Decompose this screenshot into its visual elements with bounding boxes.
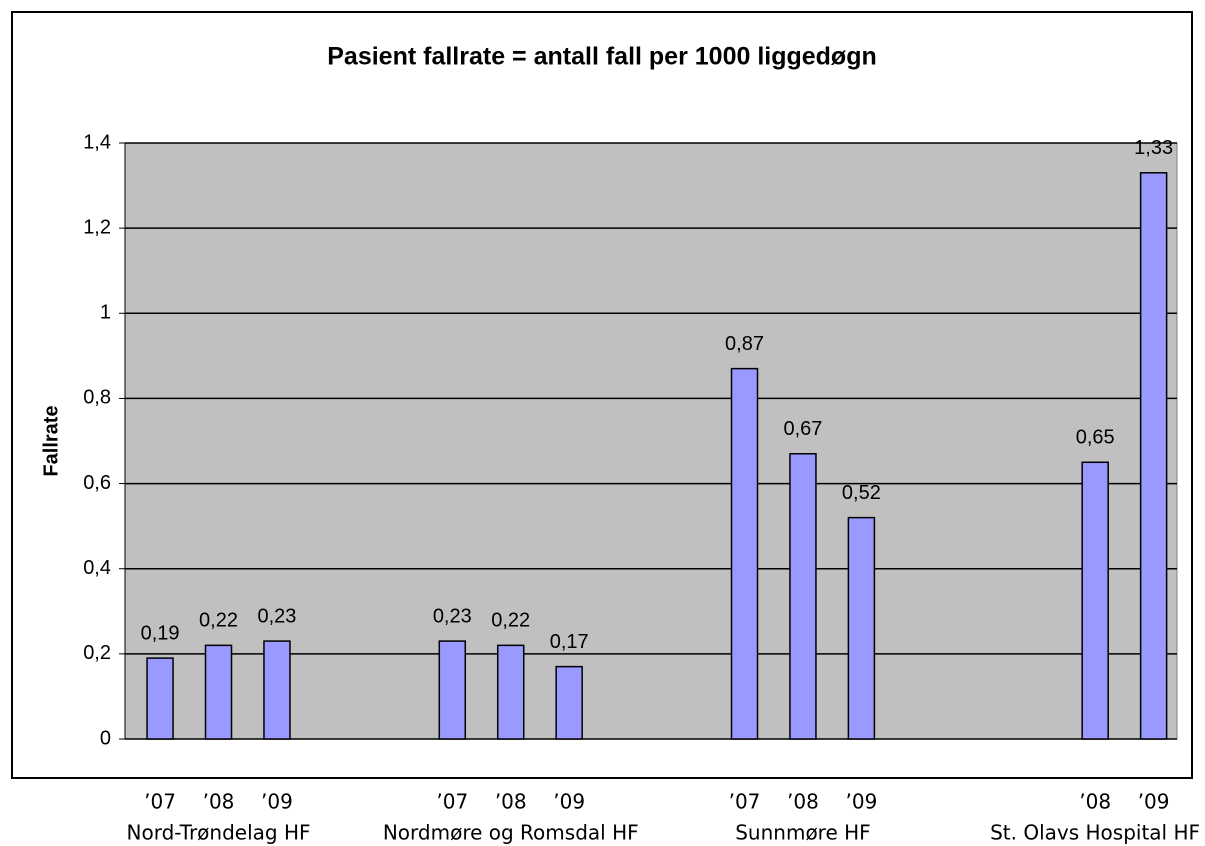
y-tick-label: 1,4 xyxy=(83,131,111,153)
chart-title: Pasient fallrate = antall fall per 1000 … xyxy=(327,43,877,71)
bar xyxy=(847,516,876,740)
x-tick-label: ’08 xyxy=(495,790,527,814)
y-tick-label: 1 xyxy=(100,302,111,324)
data-label: 0,23 xyxy=(257,605,296,627)
data-label: 0,17 xyxy=(550,631,589,653)
x-tick-label: ’07 xyxy=(729,790,761,814)
x-tick-label: ’08 xyxy=(203,790,235,814)
y-tick-label: 0,2 xyxy=(83,642,111,664)
y-tick-label: 1,2 xyxy=(83,216,111,238)
data-label: 0,87 xyxy=(725,333,764,355)
x-tick-label: ’08 xyxy=(787,790,819,814)
x-tick-label: ’09 xyxy=(553,790,585,814)
x-tick-label: ’08 xyxy=(1079,790,1111,814)
plot-area xyxy=(124,142,1178,740)
data-label: 0,23 xyxy=(433,605,472,627)
y-tick-label: 0,8 xyxy=(83,387,111,409)
y-tick-label: 0,4 xyxy=(83,557,111,579)
bar xyxy=(438,640,467,740)
bar xyxy=(730,367,759,740)
x-tick-label: ’09 xyxy=(261,790,293,814)
bar xyxy=(204,644,233,740)
bar xyxy=(263,640,291,740)
group-label: Sunnmøre HF xyxy=(735,821,870,845)
data-label: 1,33 xyxy=(1134,137,1173,159)
x-tick-label: ’09 xyxy=(845,790,877,814)
data-label: 0,22 xyxy=(199,610,238,632)
bar xyxy=(789,453,817,740)
group-label: St. Olavs Hospital HF xyxy=(990,821,1200,845)
data-label: 0,22 xyxy=(491,610,530,632)
x-tick-label: ’07 xyxy=(436,790,468,814)
x-tick-label: ’07 xyxy=(144,790,176,814)
bar xyxy=(496,644,525,740)
group-label: Nordmøre og Romsdal HF xyxy=(383,821,639,845)
bar xyxy=(146,657,174,740)
y-tick-label: 0 xyxy=(100,727,111,749)
data-label: 0,52 xyxy=(842,482,881,504)
data-label: 0,19 xyxy=(141,622,180,644)
y-tick-label: 0,6 xyxy=(83,472,111,494)
y-axis-label: Fallrate xyxy=(40,405,62,476)
bar xyxy=(555,665,583,740)
group-label: Nord-Trøndelag HF xyxy=(127,821,311,845)
bar xyxy=(1081,461,1109,740)
data-label: 0,67 xyxy=(783,418,822,440)
data-label: 0,65 xyxy=(1076,427,1115,449)
bar xyxy=(1139,172,1168,740)
x-tick-label: ’09 xyxy=(1138,790,1170,814)
